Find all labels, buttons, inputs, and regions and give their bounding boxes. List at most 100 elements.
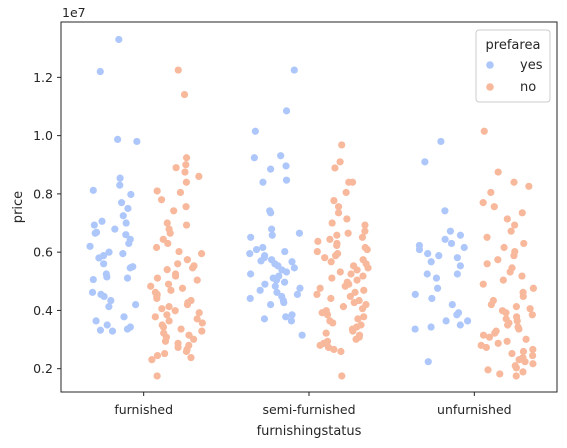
data-point-yes-semi-furnished-38 [273,288,281,296]
legend-title: prefarea [486,38,541,53]
data-point-no-furnished-62 [174,343,182,352]
data-point-no-semi-furnished-22 [313,247,321,256]
data-point-yes-furnished-11 [98,217,106,225]
data-point-no-unfurnished-42 [479,331,488,339]
data-point-no-furnished-9 [176,188,185,197]
data-point-no-unfurnished-32 [528,311,536,319]
data-point-yes-furnished-35 [107,296,115,305]
data-point-no-semi-furnished-50 [358,305,367,313]
data-point-no-semi-furnished-42 [351,288,359,296]
data-point-yes-unfurnished-27 [427,323,435,331]
data-point-no-furnished-49 [165,317,173,325]
data-point-no-furnished-52 [159,323,168,331]
data-point-no-furnished-45 [195,309,203,317]
data-point-yes-semi-furnished-6 [267,165,275,173]
data-point-no-semi-furnished-19 [333,241,341,250]
data-point-no-furnished-50 [198,319,206,327]
data-point-yes-semi-furnished-11 [268,225,276,233]
data-point-no-furnished-4 [172,164,180,172]
data-point-yes-unfurnished-20 [428,294,436,303]
data-point-no-unfurnished-28 [512,303,520,311]
data-point-no-furnished-54 [198,327,206,335]
data-point-no-semi-furnished-33 [347,270,355,278]
data-point-yes-unfurnished-25 [442,317,450,325]
data-point-yes-semi-furnished-34 [261,280,269,288]
data-point-no-semi-furnished-5 [342,188,350,197]
y-tick-label-2: 0.6 [33,245,53,260]
data-point-no-unfurnished-48 [482,343,490,352]
data-point-no-furnished-34 [167,286,175,294]
data-point-no-furnished-12 [170,207,178,215]
data-point-no-furnished-30 [193,276,201,284]
data-point-no-unfurnished-37 [504,321,512,329]
data-point-yes-unfurnished-6 [447,239,456,248]
data-point-no-semi-furnished-65 [352,335,360,343]
data-point-no-unfurnished-29 [526,305,534,313]
data-point-no-furnished-44 [171,307,179,315]
data-point-no-furnished-25 [189,264,197,272]
data-point-no-furnished-21 [197,250,206,258]
data-point-yes-furnished-40 [103,321,111,329]
data-point-no-unfurnished-9 [511,221,519,229]
data-point-yes-unfurnished-11 [435,252,443,260]
legend-box [475,29,551,103]
data-point-yes-semi-furnished-29 [246,270,255,278]
data-point-no-furnished-69 [153,372,161,380]
data-point-yes-furnished-37 [105,303,113,311]
data-point-yes-furnished-13 [90,221,98,229]
legend-marker-no [486,83,494,91]
data-point-yes-furnished-27 [126,264,134,272]
data-point-no-semi-furnished-7 [334,203,343,211]
data-point-yes-unfurnished-12 [453,254,461,262]
data-point-no-unfurnished-19 [506,268,514,276]
legend-label-yes: yes [520,58,543,73]
data-point-no-furnished-32 [147,282,155,290]
data-point-no-semi-furnished-13 [344,229,352,237]
data-point-no-semi-furnished-71 [337,347,345,356]
data-point-yes-semi-furnished-46 [282,313,290,321]
data-point-no-unfurnished-43 [485,333,494,341]
data-point-yes-furnished-1 [96,67,104,76]
x-tick-label-unfurnished: unfurnished [437,402,512,417]
data-point-no-semi-furnished-41 [360,286,368,294]
data-point-no-semi-furnished-6 [330,196,338,205]
data-point-no-semi-furnished-62 [322,329,330,337]
data-point-no-unfurnished-12 [520,239,528,248]
data-point-no-furnished-26 [163,266,171,274]
data-point-no-semi-furnished-1 [336,158,344,166]
data-point-yes-semi-furnished-32 [272,276,281,284]
data-point-no-semi-furnished-27 [327,258,335,266]
data-point-yes-unfurnished-21 [448,301,456,309]
data-point-no-semi-furnished-68 [316,341,324,349]
data-point-no-semi-furnished-34 [359,272,367,280]
data-point-yes-furnished-8 [117,199,126,207]
data-point-yes-semi-furnished-5 [282,162,290,170]
data-point-no-unfurnished-3 [525,182,533,190]
data-point-no-semi-furnished-30 [364,264,372,272]
data-point-no-furnished-18 [164,239,172,248]
data-point-no-semi-furnished-0 [338,141,346,149]
y-offset-text: 1e7 [62,5,86,20]
data-point-no-semi-furnished-57 [329,319,337,327]
data-point-no-semi-furnished-70 [330,345,338,354]
data-point-no-semi-furnished-35 [328,274,336,282]
data-point-yes-unfurnished-5 [441,235,449,243]
data-point-yes-unfurnished-28 [411,325,419,333]
y-axis-label: price [11,191,26,223]
data-point-yes-semi-furnished-44 [266,301,275,309]
x-ticks: furnished semi-furnished unfurnished [114,392,512,417]
data-point-yes-furnished-12 [122,219,130,227]
data-point-no-furnished-28 [172,272,180,280]
plot-area [61,22,557,392]
data-point-no-furnished-0 [174,66,182,74]
data-point-yes-furnished-19 [125,239,133,248]
data-point-yes-furnished-39 [92,317,100,325]
data-point-no-furnished-56 [185,331,193,339]
data-point-yes-furnished-14 [111,225,119,233]
data-point-no-furnished-2 [182,154,191,162]
data-point-yes-semi-furnished-10 [267,209,275,217]
data-point-no-unfurnished-11 [483,233,491,241]
data-point-no-unfurnished-50 [519,347,528,356]
data-point-no-unfurnished-44 [522,335,530,343]
data-point-no-semi-furnished-45 [327,294,335,303]
